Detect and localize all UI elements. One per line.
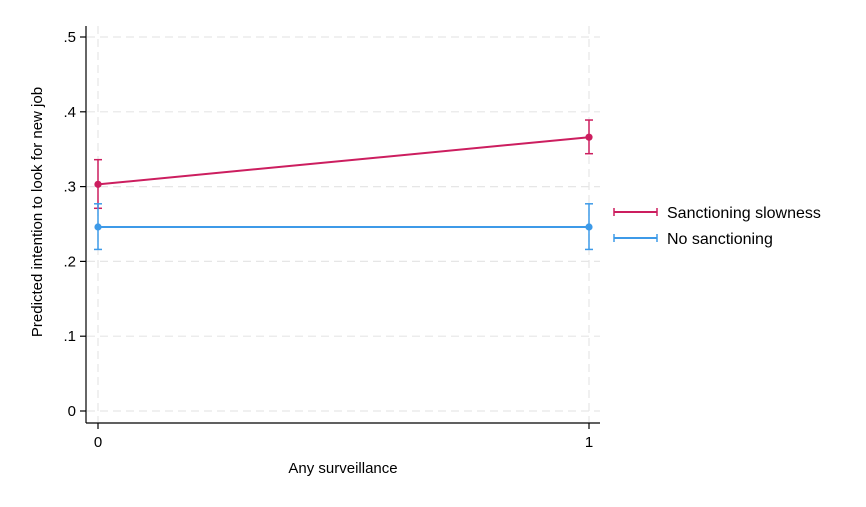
- data-point: [585, 223, 593, 231]
- y-ticks: 0 .1 .2 .3 .4 .5: [63, 29, 86, 420]
- y-tick-label: .2: [63, 253, 76, 270]
- legend: Sanctioning slowness No sanctioning: [613, 205, 821, 248]
- x-axis-title: Any surveillance: [288, 460, 397, 477]
- data-point: [585, 133, 593, 141]
- series-layer: [94, 119, 593, 251]
- legend-label: No sanctioning: [667, 231, 773, 248]
- y-tick-label: .4: [63, 104, 76, 121]
- data-point: [94, 180, 102, 188]
- data-point: [94, 223, 102, 231]
- legend-item: No sanctioning: [613, 231, 773, 248]
- y-tick-label: .3: [63, 179, 76, 196]
- axis-layer: [85, 26, 600, 424]
- y-tick-label: .5: [63, 29, 76, 46]
- series-0: [94, 119, 593, 210]
- series-line: [97, 136, 590, 186]
- x-tick-label: 0: [94, 434, 102, 451]
- legend-label: Sanctioning slowness: [667, 205, 821, 222]
- grid-layer: [87, 26, 600, 422]
- legend-item: Sanctioning slowness: [613, 205, 821, 222]
- y-tick-label: 0: [68, 403, 76, 420]
- y-tick-label: .1: [63, 328, 76, 345]
- series-1: [94, 203, 593, 251]
- x-tick-label: 1: [585, 434, 593, 451]
- y-axis-title: Predicted intention to look for new job: [29, 87, 46, 337]
